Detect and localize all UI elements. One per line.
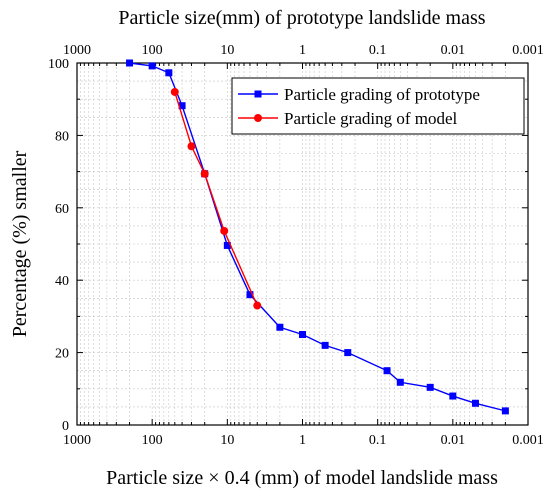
data-point <box>126 59 134 67</box>
data-point <box>321 341 329 349</box>
data-point <box>223 241 231 249</box>
x-tick-label-bottom: 1000 <box>63 433 91 448</box>
x-tick-label-top: 0.1 <box>369 43 387 58</box>
series-model <box>170 87 262 310</box>
y-tick-label: 60 <box>55 202 69 217</box>
bottom-axis-title: Particle size × 0.4 (mm) of model landsl… <box>106 467 498 489</box>
x-tick-label-top: 1000 <box>63 43 91 58</box>
x-tick-label-top: 10 <box>220 43 234 58</box>
legend-marker <box>254 114 262 122</box>
data-point <box>299 331 306 338</box>
x-tick-label-top: 100 <box>142 43 163 58</box>
data-point <box>449 392 457 400</box>
y-tick-label: 100 <box>48 57 69 72</box>
y-tick-label: 40 <box>55 274 69 289</box>
series <box>126 59 509 415</box>
x-tick-label-bottom: 0.001 <box>512 433 544 448</box>
x-tick-label-top: 1 <box>299 43 306 58</box>
legend-label: Particle grading of model <box>284 109 458 128</box>
data-point <box>170 87 179 96</box>
data-point <box>383 367 391 375</box>
data-point <box>187 142 196 151</box>
data-point <box>200 169 209 178</box>
data-point <box>148 62 156 70</box>
x-tick-label-bottom: 100 <box>142 433 163 448</box>
x-tick-label-top: 0.01 <box>441 43 466 58</box>
axis-ticks: 100010001001001010110.10.10.010.010.0010… <box>48 43 544 448</box>
data-point <box>178 102 186 110</box>
data-point <box>396 378 404 386</box>
data-point <box>165 69 173 77</box>
y-axis-title: Percentage (%) smaller <box>9 150 31 337</box>
data-point <box>220 226 229 235</box>
legend-box <box>231 77 525 135</box>
legend-marker <box>254 90 262 98</box>
data-point <box>246 291 254 299</box>
data-point <box>426 383 434 391</box>
x-tick-label-bottom: 1 <box>299 433 306 448</box>
y-tick-label: 0 <box>62 419 69 434</box>
data-point <box>501 407 509 415</box>
y-tick-label: 80 <box>55 129 69 144</box>
data-point <box>253 301 262 310</box>
x-tick-label-top: 0.001 <box>512 43 544 58</box>
y-tick-label: 20 <box>55 347 69 362</box>
x-tick-label-bottom: 0.01 <box>441 433 466 448</box>
x-tick-label-bottom: 10 <box>220 433 234 448</box>
data-point <box>344 349 352 357</box>
data-point <box>471 399 479 407</box>
data-point <box>276 323 284 331</box>
x-tick-label-bottom: 0.1 <box>369 433 387 448</box>
legend-label: Particle grading of prototype <box>284 85 480 104</box>
legend: Particle grading of prototype Particle gr… <box>231 77 525 135</box>
top-axis-title: Particle size(mm) of prototype landslide… <box>118 7 485 29</box>
